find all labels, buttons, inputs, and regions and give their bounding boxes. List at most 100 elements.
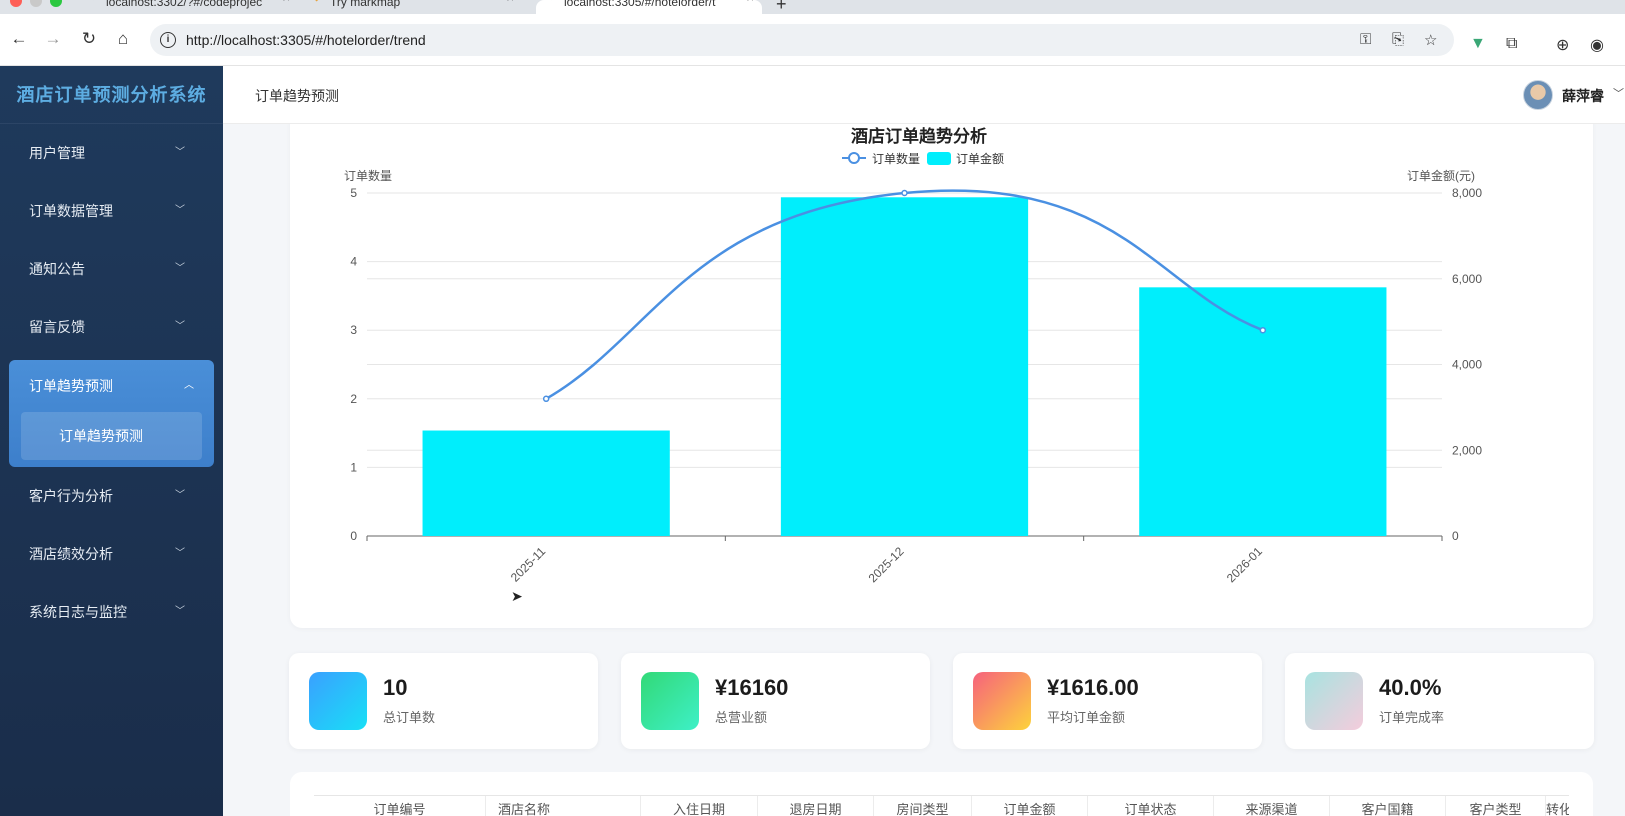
y-tick-left: 5 [350, 186, 357, 200]
key-icon[interactable]: ⚿ [1360, 31, 1372, 48]
table-header-cell[interactable]: 转化 [1546, 802, 1569, 816]
legend-line-marker [848, 152, 860, 164]
stat-card-total-revenue: ¥16160 总营业额 [621, 653, 930, 749]
sidebar-subitem-order-trend[interactable]: 订单趋势预测 [21, 412, 202, 460]
browser-toolbar: ← → ↻ ⌂ i http://localhost:3305/#/hotelo… [0, 14, 1625, 66]
y-tick-left: 3 [350, 323, 357, 337]
y-tick-left: 0 [350, 529, 357, 543]
forward-arrow-icon[interactable]: → [44, 29, 62, 48]
sidebar: 酒店订单预测分析系统 用户管理 ﹀ 订单数据管理 ﹀ 通知公告 ﹀ 留言反馈 ﹀… [0, 66, 223, 816]
chevron-down-icon: ﹀ [175, 205, 185, 216]
y-tick-right: 6,000 [1452, 272, 1482, 286]
sidebar-item-order-data[interactable]: 订单数据管理 ﹀ [0, 182, 223, 240]
tab-title: localhost:3302/?#/codeprojec [106, 0, 263, 9]
sidebar-item-customer-behavior[interactable]: 客户行为分析 ﹀ [0, 467, 223, 525]
avatar[interactable] [1523, 80, 1553, 110]
back-arrow-icon[interactable]: ← [10, 29, 28, 48]
browser-tab-bar: ▼ localhost:3302/?#/codeprojec × ◆ Try m… [0, 0, 1625, 14]
browser-tab-2[interactable]: ◆ Try markmap × [302, 0, 522, 14]
sidebar-item-hotel-performance[interactable]: 酒店绩效分析 ﹀ [0, 525, 223, 583]
sidebar-item-user-management[interactable]: 用户管理 ﹀ [0, 124, 223, 182]
legend-label: 订单金额 [956, 151, 1004, 166]
vue-devtools-icon[interactable]: ▼ [1470, 35, 1486, 52]
stat-label: 订单完成率 [1379, 710, 1445, 725]
table-header-cell[interactable]: 客户国籍 [1330, 796, 1446, 816]
sidebar-item-label: 酒店绩效分析 [29, 546, 113, 562]
sidebar-item-notices[interactable]: 通知公告 ﹀ [0, 240, 223, 298]
mouse-cursor-icon: ➤ [511, 588, 523, 604]
stat-value: 40.0% [1379, 675, 1442, 700]
browser-tab-3[interactable]: ▼ localhost:3305/#/hotelorder/t × [536, 0, 762, 14]
sidebar-item-feedback[interactable]: 留言反馈 ﹀ [0, 298, 223, 356]
x-tick-label: 2026-01 [1224, 544, 1265, 585]
browser-tab-1[interactable]: ▼ localhost:3302/?#/codeprojec × [78, 0, 298, 14]
bookmark-star-icon[interactable]: ☆ [1424, 32, 1438, 49]
table-header-cell[interactable]: 入住日期 [641, 796, 758, 816]
y-tick-left: 2 [350, 392, 357, 406]
stat-card-avg-order: ¥1616.00 平均订单金额 [953, 653, 1262, 749]
download-icon[interactable]: ⊕ [1556, 37, 1570, 54]
stat-value: ¥1616.00 [1047, 675, 1139, 700]
y-tick-left: 4 [350, 255, 357, 269]
minimize-window-button[interactable] [30, 0, 42, 7]
table-header-cell[interactable]: 酒店名称 [486, 796, 641, 816]
sidebar-submenu-toggle[interactable]: 订单趋势预测 ︿ [9, 360, 214, 412]
bar [422, 430, 670, 536]
line-point [901, 189, 908, 197]
table-header-cell[interactable]: 订单编号 [314, 796, 486, 816]
table-header-cell[interactable]: 退房日期 [758, 796, 874, 816]
stat-value: ¥16160 [715, 675, 789, 700]
chevron-down-icon: ﹀ [175, 147, 185, 158]
x-tick-label: 2025-11 [508, 544, 549, 585]
sidebar-item-label: 订单趋势预测 [29, 378, 113, 394]
y-axis-left-label: 订单数量 [344, 168, 392, 183]
breadcrumb: 订单趋势预测 [255, 88, 339, 104]
stat-label: 总营业额 [715, 710, 768, 725]
zoom-window-button[interactable] [50, 0, 62, 7]
y-tick-left: 1 [350, 460, 357, 474]
stat-icon [309, 672, 367, 730]
chevron-down-icon: ﹀ [175, 606, 185, 617]
y-tick-right: 8,000 [1452, 186, 1482, 200]
username[interactable]: 薛萍睿 [1562, 88, 1604, 104]
home-icon[interactable]: ⌂ [117, 29, 129, 48]
line-point [1259, 326, 1267, 334]
close-window-button[interactable] [10, 0, 22, 7]
x-tick-label: 2025-12 [866, 544, 907, 585]
reload-icon[interactable]: ↻ [81, 29, 97, 48]
chevron-down-icon: ﹀ [175, 548, 185, 559]
translate-icon[interactable]: ⎘ [1392, 31, 1405, 48]
new-tab-icon[interactable]: + [776, 0, 787, 14]
table-header-cell[interactable]: 订单状态 [1088, 796, 1214, 816]
chart-card: 酒店订单趋势分析 订单数量 订单金额 订单数量 订单金额(元) 0 1 2 3 4 5 0 2,000 4… [290, 124, 1593, 628]
profile-icon[interactable]: ◉ [1590, 37, 1604, 54]
stat-icon [641, 672, 699, 730]
sidebar-item-label: 客户行为分析 [29, 488, 113, 504]
address-bar[interactable]: i http://localhost:3305/#/hotelorder/tre… [150, 24, 1454, 56]
stat-card-total-orders: 10 总订单数 [289, 653, 598, 749]
bar [780, 197, 1029, 536]
table-header-cell[interactable]: 房间类型 [874, 796, 972, 816]
chevron-down-icon[interactable]: ﹀ [1613, 88, 1624, 100]
bar [1139, 287, 1387, 536]
table-header-cell[interactable]: 客户类型 [1446, 796, 1546, 816]
stat-label: 平均订单金额 [1047, 710, 1126, 725]
table-header-cell[interactable]: 来源渠道 [1214, 796, 1330, 816]
site-info-icon[interactable]: i [160, 32, 176, 48]
sidebar-item-label: 订单数据管理 [29, 203, 113, 219]
sidebar-item-system-logs[interactable]: 系统日志与监控 ﹀ [0, 583, 223, 641]
chevron-up-icon: ︿ [184, 380, 194, 391]
table-header-cell[interactable]: 订单金额 [972, 796, 1088, 816]
sidebar-item-label: 通知公告 [29, 261, 85, 277]
main-content: 酒店订单趋势分析 订单数量 订单金额 订单数量 订单金额(元) 0 1 2 3 4 5 0 2,000 4… [223, 124, 1625, 816]
app-brand: 酒店订单预测分析系统 [0, 66, 223, 124]
stat-value: 10 [383, 675, 408, 700]
stat-icon [973, 672, 1031, 730]
line-point [542, 395, 550, 403]
extensions-icon[interactable]: ⧉ [1506, 35, 1518, 52]
sidebar-item-label: 留言反馈 [29, 319, 85, 335]
sidebar-item-label: 系统日志与监控 [29, 604, 127, 620]
y-tick-right: 0 [1452, 529, 1459, 543]
chart-title: 酒店订单趋势分析 [851, 126, 987, 146]
